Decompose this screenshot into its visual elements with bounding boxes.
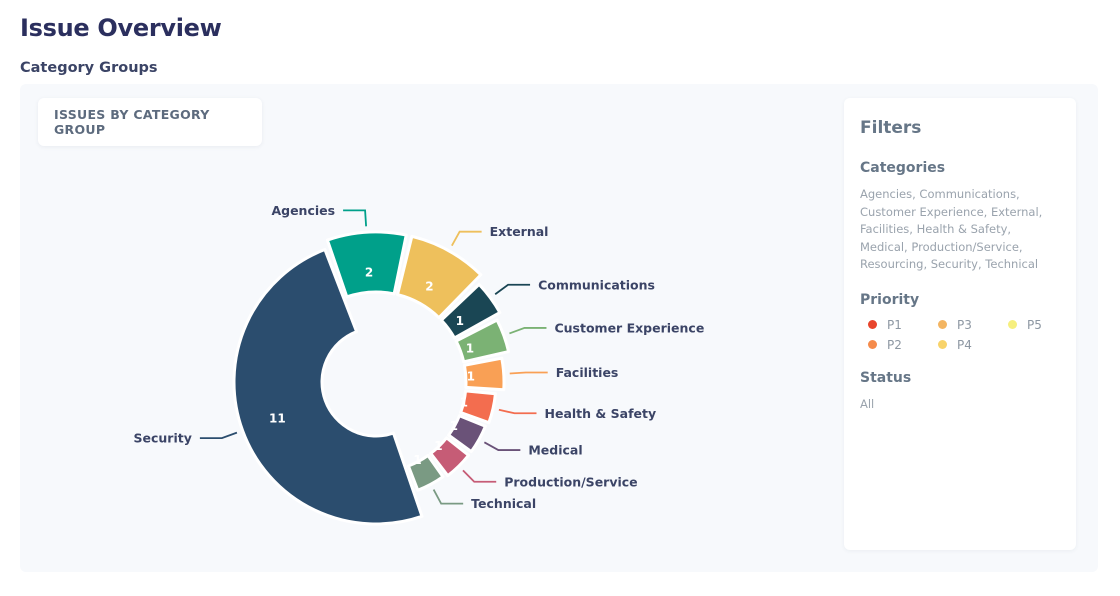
section-title: Category Groups (20, 60, 158, 76)
slice-value-label: 1 (456, 314, 464, 328)
category-label-facilities: Facilities (556, 365, 619, 380)
priority-dot-icon (938, 320, 947, 329)
leader-line (509, 371, 548, 375)
status-filter-label: Status (860, 369, 912, 386)
slice-value-label: 1 (413, 453, 421, 467)
category-label-external: External (490, 224, 549, 239)
category-label-production-service: Production/Service (504, 474, 637, 489)
chart-title-card: ISSUES BY CATEGORY GROUP (38, 98, 262, 146)
filters-panel: Filters Categories Agencies, Communicati… (844, 98, 1076, 550)
priority-option-p4[interactable]: P4 (938, 338, 1008, 352)
category-label-customer-experience: Customer Experience (554, 320, 704, 335)
leader-line (498, 408, 537, 415)
slice-value-label: 11 (269, 411, 286, 425)
slice-security[interactable] (232, 248, 424, 526)
category-label-agencies: Agencies (271, 203, 335, 218)
slice-value-label: 1 (460, 395, 468, 409)
slice-value-label: 1 (450, 419, 458, 433)
category-label-communications: Communications (538, 277, 655, 292)
slice-value-label: 1 (434, 439, 442, 453)
slice-facilities[interactable] (462, 356, 506, 392)
slice-value-label: 2 (365, 266, 373, 280)
leader-line (462, 469, 497, 483)
category-label-security: Security (134, 431, 192, 446)
priority-option-label: P4 (957, 337, 972, 352)
status-filter-value[interactable]: All (860, 396, 875, 411)
slice-technical[interactable] (406, 453, 445, 492)
filters-heading: Filters (860, 118, 922, 138)
slice-medical[interactable] (447, 414, 487, 454)
category-label-medical: Medical (528, 443, 582, 458)
leader-line (432, 489, 464, 505)
chart-title: ISSUES BY CATEGORY GROUP (54, 107, 210, 137)
priority-option-p1[interactable]: P1 (868, 318, 938, 332)
category-label-technical: Technical (471, 496, 536, 511)
priority-option-label: P1 (887, 317, 902, 332)
priority-option-label: P2 (887, 337, 902, 352)
page-title: Issue Overview (20, 14, 222, 42)
slice-agencies[interactable] (325, 230, 408, 299)
donut-chart: 11Security2Agencies2External1Communicati… (134, 203, 704, 526)
priority-filter-label: Priority (860, 291, 920, 308)
leader-line (483, 441, 521, 451)
category-label-health-safety: Health & Safety (545, 406, 657, 421)
slice-value-label: 1 (466, 341, 474, 355)
slice-communications[interactable] (439, 282, 502, 340)
categories-filter-value[interactable]: Agencies, Communications, Customer Exper… (860, 187, 1043, 271)
leader-line (199, 431, 238, 439)
priority-option-p3[interactable]: P3 (938, 318, 1008, 332)
priority-filter: P1 P3 P5 P2 P4 (860, 318, 1060, 352)
slice-health-safety[interactable] (459, 389, 497, 425)
leader-line (509, 327, 547, 335)
leader-line (451, 230, 482, 247)
priority-option-label: P3 (957, 317, 972, 332)
leader-line (494, 283, 531, 295)
priority-dot-icon (938, 340, 947, 349)
slice-production-service[interactable] (429, 436, 471, 478)
slice-customer-experience[interactable] (454, 318, 511, 364)
priority-option-p2[interactable]: P2 (868, 338, 938, 352)
slice-value-label: 1 (467, 369, 475, 383)
categories-filter-label: Categories (860, 160, 946, 176)
priority-option-label: P5 (1027, 317, 1042, 332)
priority-dot-icon (868, 320, 877, 329)
leader-line (343, 209, 368, 227)
priority-option-p5[interactable]: P5 (1008, 318, 1078, 332)
slice-external[interactable] (396, 234, 483, 320)
priority-dot-icon (1008, 320, 1017, 329)
priority-dot-icon (868, 340, 877, 349)
slice-value-label: 2 (425, 279, 433, 293)
